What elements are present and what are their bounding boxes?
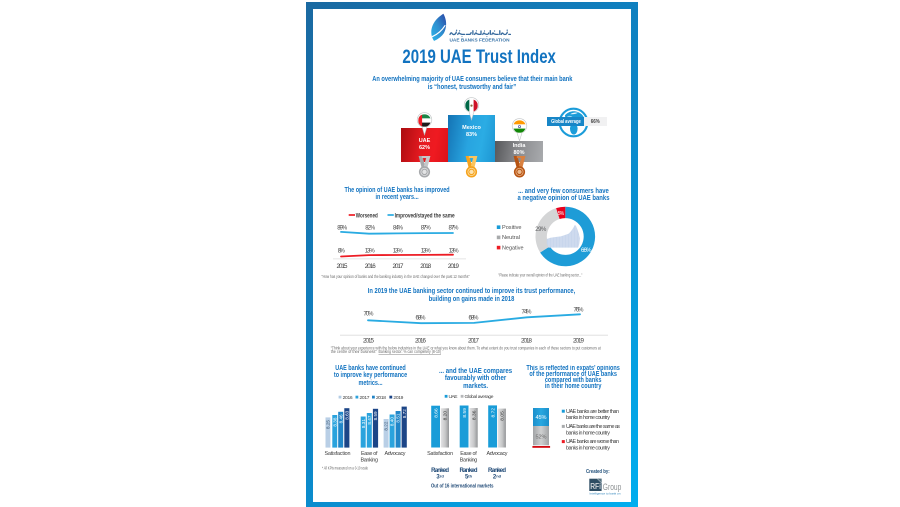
svg-text:"Please indicate your overall: "Please indicate your overall opinion of… <box>498 272 582 277</box>
svg-text:Advocacy: Advocacy <box>385 451 406 457</box>
svg-text:8.22: 8.22 <box>384 421 389 430</box>
svg-text:8.36: 8.36 <box>471 410 477 420</box>
svg-text:8.63: 8.63 <box>345 410 350 419</box>
svg-text:5th: 5th <box>465 473 473 480</box>
svg-text:8.40: 8.40 <box>390 417 395 426</box>
svg-text:"Think about your experience w: "Think about your experience with the be… <box>331 345 602 350</box>
svg-text:8.38: 8.38 <box>332 417 337 426</box>
svg-text:* All KPIs measured on a 0-10: * All KPIs measured on a 0-10 scale <box>322 466 368 471</box>
svg-text:UAE: UAE <box>449 394 459 400</box>
svg-text:8.20: 8.20 <box>443 411 449 421</box>
svg-text:2016: 2016 <box>343 395 353 401</box>
svg-text:8.46: 8.46 <box>338 414 343 423</box>
svg-text:82%: 82% <box>365 225 376 231</box>
svg-text:Worsened: Worsened <box>356 212 378 219</box>
svg-text:8.05: 8.05 <box>500 411 506 421</box>
svg-text:52%: 52% <box>536 435 547 441</box>
svg-text:Group: Group <box>603 482 622 493</box>
svg-text:2019: 2019 <box>573 338 585 345</box>
svg-text:Satisfaction: Satisfaction <box>325 451 351 457</box>
svg-text:Negative: Negative <box>502 245 524 251</box>
svg-text:8.47: 8.47 <box>367 415 372 424</box>
svg-text:Banking: Banking <box>360 458 378 464</box>
svg-text:13%: 13% <box>449 248 460 254</box>
svg-text:Banking sector: % can complete: Banking sector: % can completely (8-10) <box>379 349 442 354</box>
svg-text:UAE BANKS FEDERATION: UAE BANKS FEDERATION <box>450 37 511 42</box>
svg-text:8.59: 8.59 <box>462 408 468 418</box>
svg-text:84%: 84% <box>393 225 404 231</box>
svg-text:89%: 89% <box>337 225 348 231</box>
svg-text:Ease of: Ease of <box>460 451 477 457</box>
svg-text:2018: 2018 <box>376 395 386 401</box>
svg-text:70%: 70% <box>364 311 375 317</box>
svg-text:2nd: 2nd <box>493 473 502 480</box>
svg-text:8.66: 8.66 <box>433 408 439 418</box>
svg-text:3rd: 3rd <box>436 473 444 480</box>
svg-text:the centre of their business": the centre of their business" <box>331 349 377 354</box>
svg-text:Improved/stayed the same: Improved/stayed the same <box>395 212 455 219</box>
svg-text:Satisfaction: Satisfaction <box>427 451 453 457</box>
svg-text:"How has your opinion of banks: "How has your opinion of banks and the b… <box>322 274 470 279</box>
svg-text:RFi: RFi <box>590 482 601 491</box>
svg-text:87%: 87% <box>421 225 432 231</box>
svg-text:Ranked: Ranked <box>431 468 449 474</box>
svg-text:Out of 16 international market: Out of 16 international markets <box>431 484 494 490</box>
svg-text:68%: 68% <box>416 315 427 321</box>
svg-text:2017: 2017 <box>393 263 405 270</box>
svg-text:8.25: 8.25 <box>326 420 331 429</box>
svg-text:2016: 2016 <box>365 263 377 270</box>
svg-text:UAE banks are the same as: UAE banks are the same as <box>566 424 620 430</box>
svg-text:5%: 5% <box>558 211 565 217</box>
svg-text:45%: 45% <box>536 415 547 421</box>
svg-text:Positive: Positive <box>502 225 522 231</box>
svg-text:66%: 66% <box>581 248 592 254</box>
svg-text:Neutral: Neutral <box>502 235 520 241</box>
svg-text:banks in home country: banks in home country <box>566 446 610 452</box>
svg-text:2017: 2017 <box>360 395 370 401</box>
svg-text:2015: 2015 <box>363 338 375 345</box>
svg-text:Banking: Banking <box>460 458 478 464</box>
svg-text:banks in home country: banks in home country <box>566 430 610 436</box>
svg-text:UAE banks are worse than: UAE banks are worse than <box>566 439 619 445</box>
svg-text:8%: 8% <box>338 248 346 254</box>
svg-text:Global average: Global average <box>465 394 494 400</box>
svg-text:2018: 2018 <box>521 338 533 345</box>
svg-text:Ranked: Ranked <box>488 468 506 474</box>
svg-text:Ranked: Ranked <box>460 468 478 474</box>
svg-text:13%: 13% <box>393 248 404 254</box>
svg-text:13%: 13% <box>365 248 376 254</box>
svg-text:Intelligence to bank on: Intelligence to bank on <box>590 491 621 495</box>
svg-text:Advocacy: Advocacy <box>487 451 508 457</box>
svg-text:76%: 76% <box>574 307 585 313</box>
svg-text:8.72: 8.72 <box>402 409 407 418</box>
svg-text:UAE banks are better than: UAE banks are better than <box>566 409 619 415</box>
svg-text:87%: 87% <box>449 225 460 231</box>
svg-text:2016: 2016 <box>415 338 427 345</box>
svg-text:2018: 2018 <box>420 263 432 270</box>
svg-text:2017: 2017 <box>468 338 480 345</box>
svg-text:29%: 29% <box>535 227 547 233</box>
svg-text:74%: 74% <box>522 309 533 315</box>
svg-text:8.72: 8.72 <box>490 408 496 418</box>
svg-text:banks in home country: banks in home country <box>566 415 610 421</box>
svg-text:Ease of: Ease of <box>361 451 378 457</box>
svg-text:2019: 2019 <box>393 395 403 401</box>
svg-text:8.31: 8.31 <box>361 419 366 428</box>
svg-text:8.51: 8.51 <box>396 413 401 422</box>
svg-text:68%: 68% <box>469 315 480 321</box>
svg-text:2015: 2015 <box>337 263 349 270</box>
svg-text:8.59: 8.59 <box>373 411 378 420</box>
svg-text:13%: 13% <box>421 248 432 254</box>
svg-text:2019: 2019 <box>448 263 460 270</box>
